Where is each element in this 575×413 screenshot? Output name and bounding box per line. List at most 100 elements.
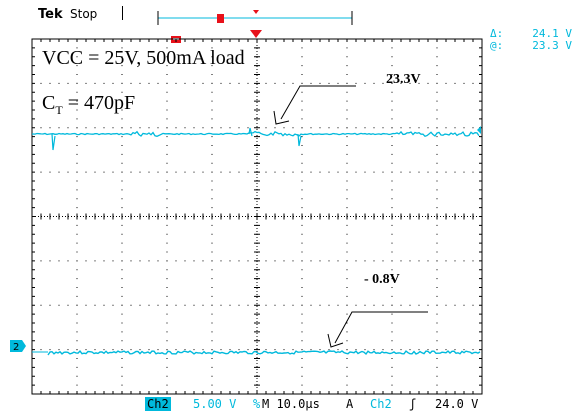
grid-dot <box>328 349 330 351</box>
grid-dot <box>121 233 123 235</box>
bandwidth-limit-icon: % <box>253 397 261 411</box>
grid-dot <box>337 171 339 173</box>
grid-dot <box>301 304 303 306</box>
grid-dot <box>454 260 456 262</box>
grid-dot <box>301 349 303 351</box>
grid-dot <box>274 349 276 351</box>
grid-dot <box>292 304 294 306</box>
grid-dot <box>121 145 123 146</box>
grid-dot <box>247 260 249 262</box>
grid-dot <box>454 349 456 351</box>
grid-dot <box>346 242 348 244</box>
acquisition-state[interactable]: Stop <box>70 7 98 21</box>
grid-dot <box>445 82 447 84</box>
grid-dot <box>301 313 303 315</box>
grid-dot <box>121 358 123 359</box>
grid-dot <box>175 260 177 262</box>
grid-dot <box>166 384 168 386</box>
grid-dot <box>166 340 168 342</box>
grid-dot <box>346 180 348 182</box>
at-value: 23.3 V <box>532 39 572 52</box>
grid-dot <box>121 136 123 138</box>
trigger-slope-icon[interactable]: ʃ <box>409 397 417 411</box>
grid-dot <box>382 171 384 173</box>
grid-dot <box>121 295 123 297</box>
grid-dot <box>292 127 294 129</box>
grid-dot <box>211 162 213 164</box>
grid-dot <box>346 295 348 297</box>
grid-dot <box>76 136 78 138</box>
grid-dot <box>391 251 393 253</box>
grid-dot <box>103 171 105 173</box>
grid-dot <box>346 260 348 262</box>
grid-dot <box>58 127 60 129</box>
grid-dot <box>121 331 123 333</box>
grid-dot <box>265 304 267 306</box>
grid-dot <box>391 384 393 386</box>
channel2-ground-marker[interactable]: 2 <box>10 340 26 353</box>
grid-dot <box>391 82 393 84</box>
grid-dot <box>319 171 321 173</box>
trigger-source[interactable]: Ch2 <box>370 397 392 411</box>
grid-dot <box>121 251 123 253</box>
record-window-bar[interactable] <box>157 10 353 25</box>
grid-dot <box>85 304 87 306</box>
grid-dot <box>40 171 42 173</box>
grid-dot <box>436 260 438 262</box>
trigger-level-readout[interactable]: 24.0 V <box>435 397 479 411</box>
grid-dot <box>211 127 213 129</box>
grid-dot <box>364 304 366 306</box>
grid-dot <box>76 189 78 191</box>
grid-dot <box>76 260 78 262</box>
grid-dot <box>328 304 330 306</box>
grid-dot <box>391 278 393 280</box>
grid-dot <box>166 278 168 280</box>
grid-dot <box>391 127 393 129</box>
grid-dot <box>211 313 213 315</box>
grid-dot <box>112 171 114 173</box>
timebase-readout[interactable]: M 10.0µs <box>262 397 320 411</box>
grid-dot <box>166 47 168 49</box>
grid-dot <box>166 313 168 315</box>
grid-dot <box>211 82 213 84</box>
grid-dot <box>283 82 285 84</box>
grid-dot <box>157 82 159 84</box>
grid-dot <box>76 145 78 146</box>
grid-dot <box>436 251 438 253</box>
grid-dot <box>463 82 465 84</box>
grid-dot <box>310 82 312 84</box>
grid-dot <box>202 304 204 306</box>
grid-dot <box>76 56 78 58</box>
grid-dot <box>355 171 357 173</box>
trigger-mode[interactable]: A <box>346 397 354 411</box>
grid-dot <box>148 127 150 129</box>
volts-per-div[interactable]: 5.00 V <box>193 397 237 411</box>
grid-dot <box>436 82 438 84</box>
grid-dot <box>76 366 78 368</box>
channel-indicator[interactable]: Ch2 <box>145 397 171 411</box>
grid-dot <box>211 198 213 200</box>
trigger-level-marker[interactable] <box>477 126 481 134</box>
grid-dot <box>76 65 78 67</box>
grid-dot <box>67 304 69 306</box>
grid-dot <box>121 162 123 164</box>
graticule <box>31 38 483 395</box>
grid-dot <box>409 349 411 351</box>
grid-dot <box>211 242 213 244</box>
grid-dot <box>85 127 87 129</box>
grid-dot <box>139 260 141 262</box>
bottom-status-bar: Ch2 5.00 V % M 10.0µs A Ch2 ʃ 24.0 V <box>0 396 575 413</box>
grid-dot <box>346 207 348 209</box>
grid-dot <box>76 233 78 235</box>
grid-dot <box>166 224 168 226</box>
grid-dot <box>319 260 321 262</box>
grid-dot <box>76 47 78 49</box>
grid-dot <box>454 127 456 129</box>
grid-dot <box>346 322 348 324</box>
grid-dot <box>166 207 168 209</box>
grid-dot <box>391 340 393 342</box>
grid-dot <box>67 171 69 173</box>
grid-dot <box>121 287 123 288</box>
trigger-position-marker[interactable] <box>217 14 224 23</box>
